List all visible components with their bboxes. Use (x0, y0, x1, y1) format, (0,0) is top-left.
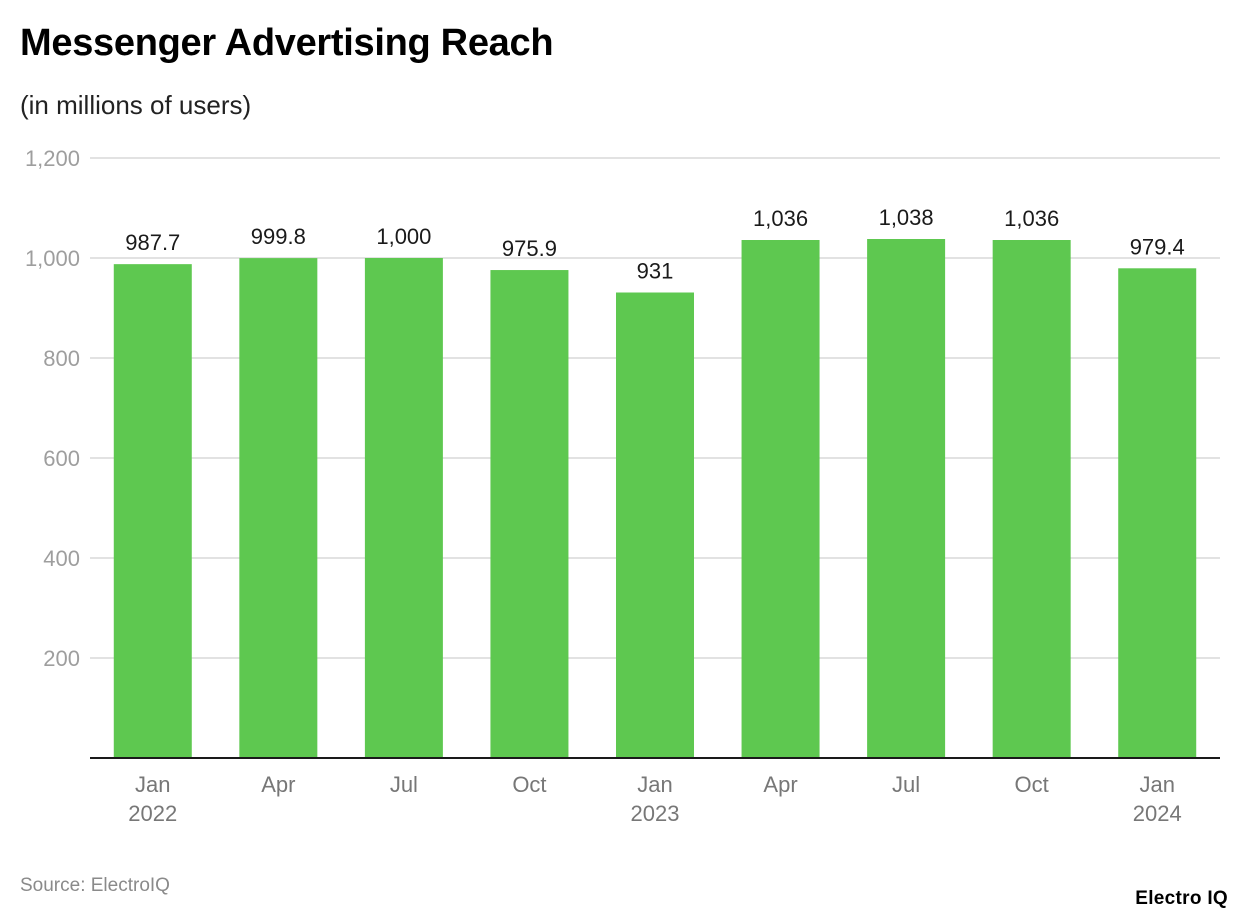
bars (113, 239, 1197, 758)
y-tick-label: 600 (43, 446, 80, 471)
chart-title: Messenger Advertising Reach (20, 22, 554, 64)
bar (490, 270, 569, 758)
y-tick-label: 1,200 (25, 146, 80, 171)
bar-value-label: 975.9 (502, 236, 557, 261)
x-tick-label: Oct (512, 772, 546, 797)
bar-value-label: 979.4 (1130, 234, 1185, 259)
x-tick-label: Jul (892, 772, 920, 797)
y-axis-tick-labels: 200 400 600 800 1,000 1,200 (25, 146, 80, 671)
bar-value-label: 999.8 (251, 224, 306, 249)
bar (239, 258, 318, 758)
bar-value-label: 1,036 (1004, 206, 1059, 231)
x-tick-year-label: 2023 (631, 801, 680, 826)
bar-value-label: 1,000 (376, 224, 431, 249)
y-tick-label: 800 (43, 346, 80, 371)
x-tick-label: Jan (637, 772, 672, 797)
bar (867, 239, 946, 758)
x-tick-label: Jan (135, 772, 170, 797)
bar (364, 258, 443, 758)
brand-logo: Electro IQ (1135, 888, 1228, 909)
source-note: Source: ElectroIQ (20, 875, 170, 896)
bar-value-label: 1,036 (753, 206, 808, 231)
bar (616, 292, 694, 758)
bar (992, 240, 1071, 758)
y-tick-label: 1,000 (25, 246, 80, 271)
bar (113, 264, 192, 758)
x-tick-label: Oct (1015, 772, 1049, 797)
x-tick-year-label: 2024 (1133, 801, 1182, 826)
bar (741, 240, 820, 758)
x-tick-label: Apr (763, 772, 797, 797)
bar-value-label: 1,038 (879, 205, 934, 230)
x-tick-label: Jul (390, 772, 418, 797)
x-axis-category-labels: Jan 2022 Apr Jul Oct Jan 2023 Apr Jul Oct Jan 2024 (128, 772, 1181, 826)
x-tick-label: Jan (1139, 772, 1174, 797)
bar (1118, 268, 1197, 758)
bar-value-label: 987.7 (125, 230, 180, 255)
value-labels: 987.7 999.8 1,000 975.9 931 1,036 1,038 1,036 97… (125, 205, 1185, 284)
y-tick-label: 400 (43, 546, 80, 571)
chart-subtitle: (in millions of users) (20, 90, 252, 120)
y-tick-label: 200 (43, 646, 80, 671)
x-tick-year-label: 2022 (128, 801, 177, 826)
bar-value-label: 931 (637, 259, 674, 284)
x-tick-label: Apr (261, 772, 295, 797)
